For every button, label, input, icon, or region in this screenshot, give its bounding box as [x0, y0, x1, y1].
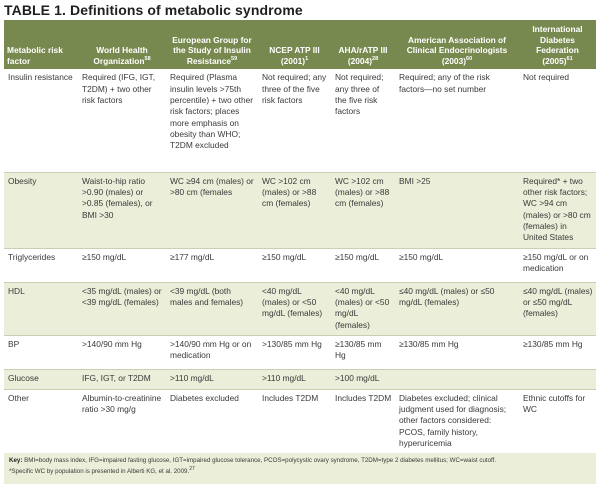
risk-factor-label: Triglycerides: [4, 248, 78, 283]
risk-factor-label: Insulin resistance: [4, 69, 78, 173]
table-cell: <35 mg/dL (males) or <39 mg/dL (females): [78, 282, 166, 336]
column-header: World Health Organization58: [78, 20, 166, 70]
table-cell: Not required: [519, 69, 596, 173]
table-cell: Required; any of the risk factors—no set…: [395, 69, 519, 173]
table-row: Glucose IFG, IGT, or T2DM >110 mg/dL >11…: [4, 369, 596, 390]
table-cell: [519, 369, 596, 390]
table-cell: Diabetes excluded; clinical judgment use…: [395, 389, 519, 463]
table-row: Obesity Waist-to-hip ratio >0.90 (males)…: [4, 172, 596, 249]
table-cell: ≤40 mg/dL (males) or ≤50 mg/dL (females): [395, 282, 519, 336]
table-row: Other Albumin-to-creatinine ratio >30 mg…: [4, 389, 596, 463]
key-label: Key:: [9, 457, 23, 464]
table-cell: Includes T2DM: [331, 389, 395, 463]
key-text: BMI=body mass index, IFG=impaired fastin…: [24, 457, 497, 464]
column-header: NCEP ATP III (2001)1: [258, 20, 331, 70]
table-cell: WC ≥94 cm (males) or >80 cm (females: [166, 172, 258, 249]
table-cell: >140/90 mm Hg or on medication: [166, 335, 258, 370]
column-header: International Diabetes Federation (2005)…: [519, 20, 596, 70]
table-cell: ≥150 mg/dL or on medication: [519, 248, 596, 283]
table-row: Triglycerides ≥150 mg/dL ≥177 mg/dL ≥150…: [4, 248, 596, 283]
table-cell: IFG, IGT, or T2DM: [78, 369, 166, 390]
table-cell: ≥150 mg/dL: [78, 248, 166, 283]
table-cell: ≥130/85 mm Hg: [395, 335, 519, 370]
table-cell: <40 mg/dL (males) or <50 mg/dL (females): [331, 282, 395, 336]
table-cell: Ethnic cutoffs for WC: [519, 389, 596, 463]
risk-factor-label: BP: [4, 335, 78, 370]
table-cell: ≤40 mg/dL (males) or ≤50 mg/dL (females): [519, 282, 596, 336]
table-cell: >110 mg/dL: [258, 369, 331, 390]
column-header: American Association of Clinical Endocri…: [395, 20, 519, 70]
key-footnote: *Specific WC by population is presented …: [9, 466, 195, 476]
column-header: European Group for the Study of Insulin …: [166, 20, 258, 70]
table-cell: WC >102 cm (males) or >88 cm (females): [258, 172, 331, 249]
header-row: Metabolic risk factor World Health Organ…: [4, 20, 596, 70]
table-cell: [395, 369, 519, 390]
table-row: Insulin resistance Required (IFG, IGT, T…: [4, 69, 596, 173]
table-cell: Required* + two other risk factors; WC >…: [519, 172, 596, 249]
table-cell: Waist-to-hip ratio >0.90 (males) or >0.8…: [78, 172, 166, 249]
risk-factor-label: HDL: [4, 282, 78, 336]
table-cell: >130/85 mm Hg: [258, 335, 331, 370]
table-cell: >140/90 mm Hg: [78, 335, 166, 370]
table-cell: Diabetes excluded: [166, 389, 258, 463]
table-cell: ≥130/85 mm Hg: [331, 335, 395, 370]
table-cell: Required (Plasma insulin levels >75th pe…: [166, 69, 258, 173]
risk-factor-label: Other: [4, 389, 78, 463]
table-key: Key: BMI=body mass index, IFG=impaired f…: [4, 453, 596, 484]
table-cell: ≥150 mg/dL: [258, 248, 331, 283]
table-cell: Required (IFG, IGT, T2DM) + two other ri…: [78, 69, 166, 173]
table-title: TABLE 1. Definitions of metabolic syndro…: [4, 2, 303, 18]
table-cell: WC >102 cm (males) or >88 cm (females): [331, 172, 395, 249]
table-row: BP >140/90 mm Hg >140/90 mm Hg or on med…: [4, 335, 596, 370]
table-cell: ≥150 mg/dL: [395, 248, 519, 283]
table-cell: Not required; any three of the five risk…: [331, 69, 395, 173]
table-cell: Albumin-to-creatinine ratio >30 mg/g: [78, 389, 166, 463]
column-header: AHA/rATP III (2004)28: [331, 20, 395, 70]
table-cell: <40 mg/dL (males) or <50 mg/dL (females): [258, 282, 331, 336]
column-header: Metabolic risk factor: [4, 20, 78, 70]
table-cell: Includes T2DM: [258, 389, 331, 463]
table-cell: ≥177 mg/dL: [166, 248, 258, 283]
key-abbreviations: Key: BMI=body mass index, IFG=impaired f…: [9, 456, 591, 465]
footnote-ref: 27: [189, 466, 195, 472]
table-row: HDL <35 mg/dL (males) or <39 mg/dL (fema…: [4, 282, 596, 336]
table-cell: ≥150 mg/dL: [331, 248, 395, 283]
metabolic-syndrome-table: Metabolic risk factor World Health Organ…: [4, 20, 596, 463]
table-cell: BMI >25: [395, 172, 519, 249]
table-cell: ≥130/85 mm Hg: [519, 335, 596, 370]
risk-factor-label: Glucose: [4, 369, 78, 390]
table-cell: >110 mg/dL: [166, 369, 258, 390]
table-cell: >100 mg/dL: [331, 369, 395, 390]
risk-factor-label: Obesity: [4, 172, 78, 249]
table-cell: <39 mg/dL (both males and females): [166, 282, 258, 336]
table-cell: Not required; any three of the five risk…: [258, 69, 331, 173]
